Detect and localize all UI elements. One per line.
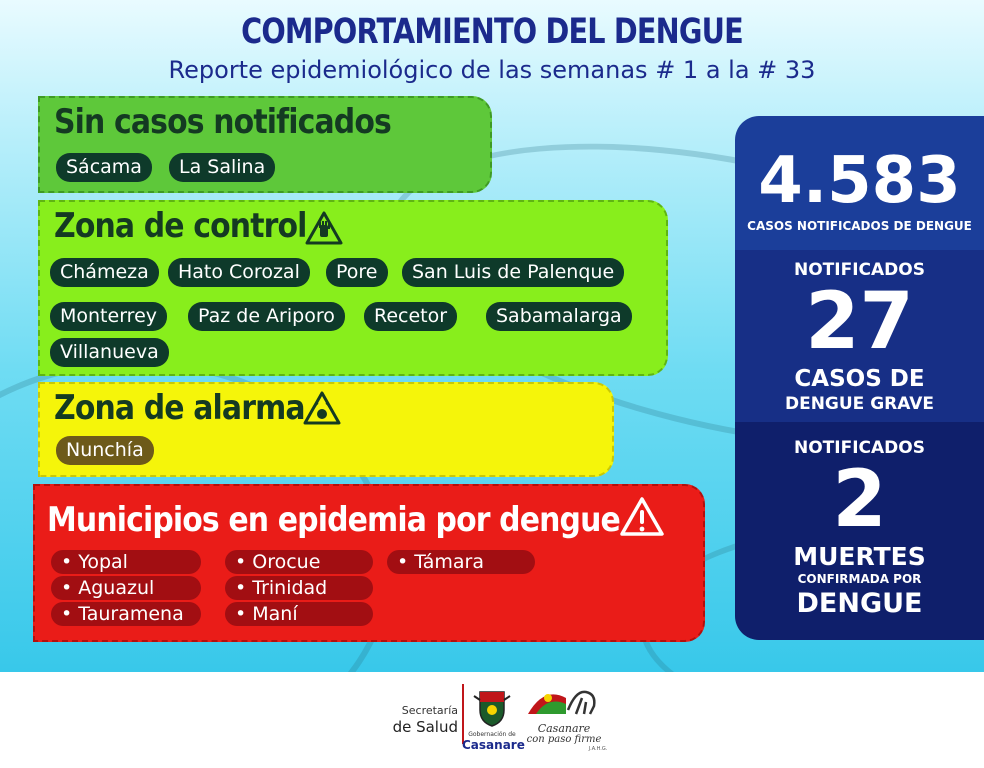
- severe-cases-line2: DENGUE GRAVE: [784, 394, 935, 414]
- epidemia-panel: Municipios en epidemia por dengue • Yopa…: [33, 484, 705, 642]
- casanare-slogan-logo: [528, 690, 596, 715]
- epidemia-item-label: Aguazul: [78, 577, 155, 599]
- epidemia-item: • Yopal: [51, 550, 201, 574]
- epidemia-item-label: Yopal: [78, 551, 128, 573]
- deaths-line1: MUERTES: [793, 542, 926, 571]
- deaths-block: NOTIFICADOS 2 MUERTES CONFIRMADA POR DEN…: [735, 422, 984, 640]
- deaths-top: NOTIFICADOS: [794, 438, 925, 458]
- sin-casos-panel: Sin casos notificados Sácama La Salina: [38, 96, 492, 193]
- deaths-line3: DENGUE: [796, 588, 923, 619]
- casanare-label: Casanare: [462, 738, 525, 752]
- hand-warning-icon: [305, 211, 343, 245]
- footer: Secretaría de Salud Gobernación de Casan…: [0, 672, 984, 768]
- sin-casos-item: Sácama: [56, 153, 152, 182]
- deaths-line2: CONFIRMADA POR: [797, 572, 922, 586]
- total-cases-label: CASOS NOTIFICADOS DE DENGUE: [747, 219, 972, 233]
- de-salud-label: de Salud: [392, 718, 458, 736]
- epidemia-item: • Támara: [387, 550, 535, 574]
- zona-control-item: Recetor: [364, 302, 458, 331]
- zona-control-item: Monterrey: [50, 302, 168, 331]
- warning-icon: [620, 497, 664, 536]
- severe-cases-line1: CASOS DE: [794, 366, 925, 392]
- zona-control-title: Zona de control: [54, 206, 307, 246]
- sin-casos-title: Sin casos notificados: [54, 102, 392, 142]
- zona-alarma-item: Nunchía: [56, 436, 154, 465]
- epidemia-item-label: Trinidad: [252, 577, 328, 599]
- epidemia-item: • Trinidad: [225, 576, 373, 600]
- zona-control-item: Villanueva: [50, 338, 169, 367]
- epidemia-item: • Maní: [225, 602, 373, 626]
- deaths-number: 2: [832, 455, 887, 545]
- coat-of-arms-icon: [473, 691, 511, 727]
- total-cases-number: 4.583: [758, 144, 961, 218]
- severe-cases-number: 27: [805, 277, 914, 367]
- epidemia-item-label: Orocue: [252, 551, 321, 573]
- stats-panel: 4.583 CASOS NOTIFICADOS DE DENGUE NOTIFI…: [735, 116, 984, 640]
- initials-label: J.A.H.G.: [588, 746, 608, 752]
- footer-divider: [462, 684, 464, 744]
- zona-control-item: Sabamalarga: [486, 302, 632, 331]
- zona-control-item: San Luis de Palenque: [402, 258, 625, 287]
- zona-control-item: Pore: [326, 258, 388, 287]
- epidemia-title: Municipios en epidemia por dengue: [47, 500, 621, 540]
- total-cases-block: 4.583 CASOS NOTIFICADOS DE DENGUE: [735, 116, 984, 250]
- secretaria-label: Secretaría: [401, 704, 458, 717]
- gobernacion-label: Gobernación de: [468, 731, 516, 738]
- epidemia-item: • Orocue: [225, 550, 373, 574]
- sin-casos-item: La Salina: [169, 153, 276, 182]
- zona-control-panel: Zona de control Chámeza Hato Corozal Por…: [38, 200, 668, 376]
- slogan-line2: con paso firme: [526, 734, 602, 745]
- epidemia-item: • Aguazul: [51, 576, 201, 600]
- zona-alarma-panel: Zona de alarma Nunchía: [38, 382, 614, 477]
- epidemia-item-label: Támara: [414, 551, 484, 573]
- zona-control-item: Paz de Ariporo: [188, 302, 345, 331]
- page-subtitle: Reporte epidemiológico de las semanas # …: [168, 56, 816, 84]
- page-title: COMPORTAMIENTO DEL DENGUE: [241, 12, 744, 52]
- severe-cases-top: NOTIFICADOS: [794, 260, 925, 280]
- epidemia-item-label: Maní: [252, 603, 298, 625]
- zona-alarma-title: Zona de alarma: [54, 388, 306, 428]
- severe-cases-block: NOTIFICADOS 27 CASOS DE DENGUE GRAVE: [735, 250, 984, 422]
- epidemia-item: • Tauramena: [51, 602, 201, 626]
- alarm-warning-icon: [303, 391, 341, 425]
- zona-control-item: Hato Corozal: [168, 258, 310, 287]
- epidemia-item-label: Tauramena: [78, 603, 184, 625]
- zona-control-item: Chámeza: [50, 258, 159, 287]
- slogan-line1: Casanare: [537, 722, 591, 735]
